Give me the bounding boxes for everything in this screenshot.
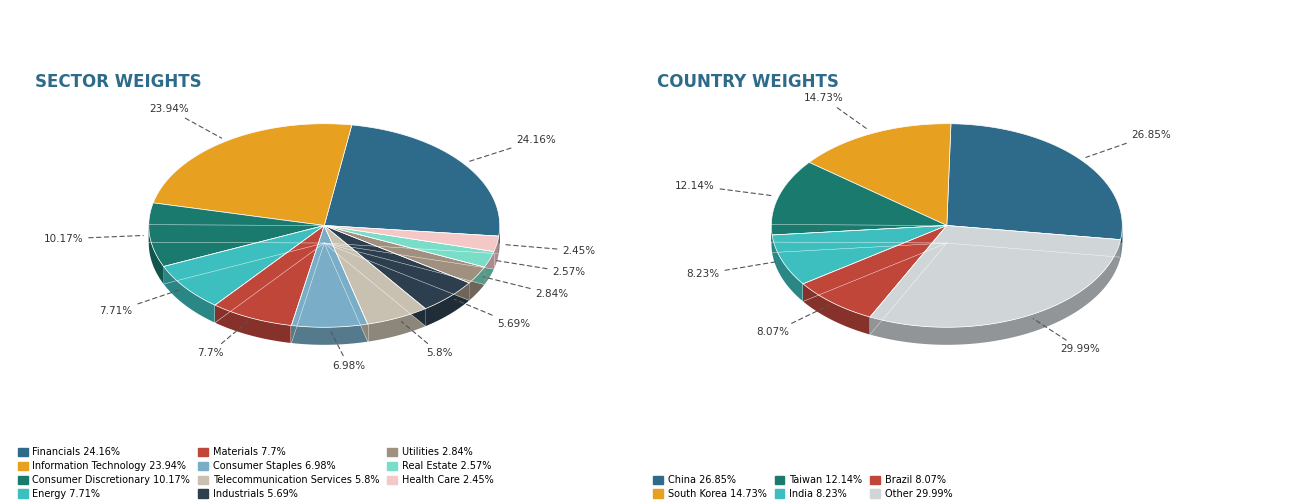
Polygon shape [149,203,324,267]
Polygon shape [772,225,947,253]
Polygon shape [324,225,470,300]
Polygon shape [485,251,494,285]
Polygon shape [149,225,163,284]
Legend: Financials 24.16%, Information Technology 23.94%, Consumer Discretionary 10.17%,: Financials 24.16%, Information Technolog… [18,448,493,499]
Polygon shape [163,225,324,305]
Polygon shape [324,225,494,269]
Text: 23.94%: 23.94% [149,104,222,138]
Text: 6.98%: 6.98% [331,332,364,371]
Text: 8.07%: 8.07% [756,305,827,337]
Polygon shape [163,267,215,323]
Polygon shape [803,225,947,301]
Polygon shape [292,225,368,327]
Text: 7.71%: 7.71% [100,290,180,316]
Polygon shape [772,162,947,235]
Polygon shape [292,324,368,345]
Text: 26.85%: 26.85% [1086,130,1171,157]
Polygon shape [149,225,324,243]
Polygon shape [324,225,485,285]
Polygon shape [772,224,947,243]
Polygon shape [324,225,499,251]
Polygon shape [324,225,368,342]
Polygon shape [870,225,947,335]
Polygon shape [870,240,1121,345]
Polygon shape [324,225,485,283]
Polygon shape [947,225,1122,243]
Polygon shape [163,225,324,284]
Polygon shape [870,225,947,335]
Legend: China 26.85%, South Korea 14.73%, Taiwan 12.14%, India 8.23%, Brazil 8.07%, Othe: China 26.85%, South Korea 14.73%, Taiwan… [654,475,952,499]
Text: SECTOR WEIGHTS: SECTOR WEIGHTS [35,73,201,91]
Polygon shape [947,225,1121,257]
Polygon shape [292,225,324,343]
Text: COUNTRY WEIGHTS: COUNTRY WEIGHTS [658,73,839,91]
Text: 12.14%: 12.14% [674,180,773,196]
Polygon shape [425,283,470,326]
Polygon shape [215,225,324,323]
Polygon shape [324,225,499,254]
Polygon shape [947,225,1121,257]
Text: 7.7%: 7.7% [197,322,248,358]
Polygon shape [494,236,499,269]
Polygon shape [153,123,351,225]
Polygon shape [324,225,425,324]
Polygon shape [803,225,947,317]
Text: 2.57%: 2.57% [495,261,586,277]
Polygon shape [803,284,870,335]
Text: 8.23%: 8.23% [686,262,776,279]
Polygon shape [809,123,951,225]
Polygon shape [324,225,368,342]
Polygon shape [324,225,499,243]
Polygon shape [947,124,1122,240]
Polygon shape [368,308,425,342]
Polygon shape [324,225,425,326]
Text: 2.45%: 2.45% [503,244,595,256]
Polygon shape [324,125,499,236]
Text: 14.73%: 14.73% [804,93,869,130]
Polygon shape [215,225,324,326]
Polygon shape [870,225,1121,327]
Text: 29.99%: 29.99% [1034,319,1100,354]
Polygon shape [772,225,947,253]
Polygon shape [803,225,947,301]
Polygon shape [324,225,485,285]
Polygon shape [470,267,485,300]
Polygon shape [324,225,494,269]
Polygon shape [215,305,292,343]
Polygon shape [772,235,803,301]
Polygon shape [324,225,494,267]
Text: 5.69%: 5.69% [454,299,530,329]
Polygon shape [324,225,425,326]
Polygon shape [772,225,947,284]
Polygon shape [324,225,470,300]
Polygon shape [163,225,324,284]
Polygon shape [292,225,324,343]
Polygon shape [324,225,470,308]
Polygon shape [215,225,324,323]
Text: 2.84%: 2.84% [484,277,569,299]
Text: 10.17%: 10.17% [44,234,143,244]
Polygon shape [1121,225,1122,257]
Polygon shape [324,225,499,254]
Text: 5.8%: 5.8% [401,322,453,358]
Text: 24.16%: 24.16% [470,135,556,161]
